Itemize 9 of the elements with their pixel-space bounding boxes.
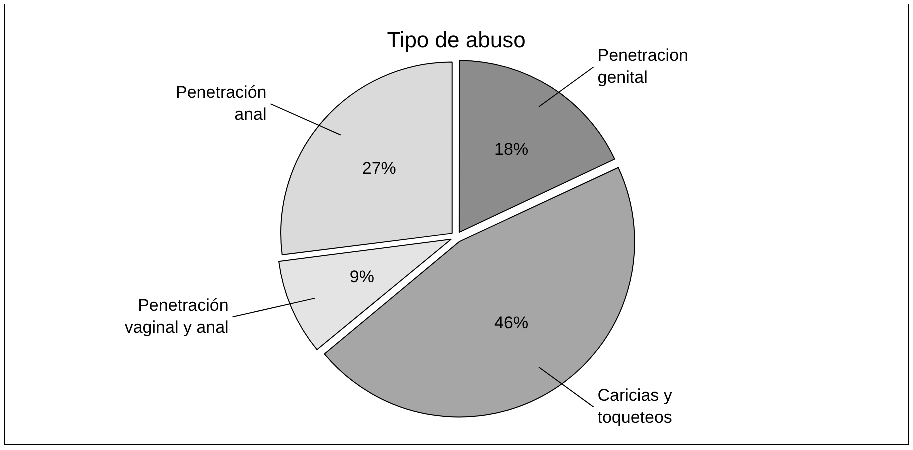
slice-label: Penetracion genital: [598, 46, 688, 87]
slice-label: Caricias y toqueteos: [598, 386, 673, 427]
slice-label: Penetración anal: [176, 82, 267, 124]
data-label: 9%: [350, 268, 374, 287]
data-label: 18%: [494, 140, 529, 160]
slice-label: Penetración vaginal y anal: [124, 296, 229, 337]
data-label: 46%: [494, 314, 529, 333]
chart-title: Tipo de abuso: [387, 27, 526, 52]
data-label: 27%: [362, 158, 396, 178]
